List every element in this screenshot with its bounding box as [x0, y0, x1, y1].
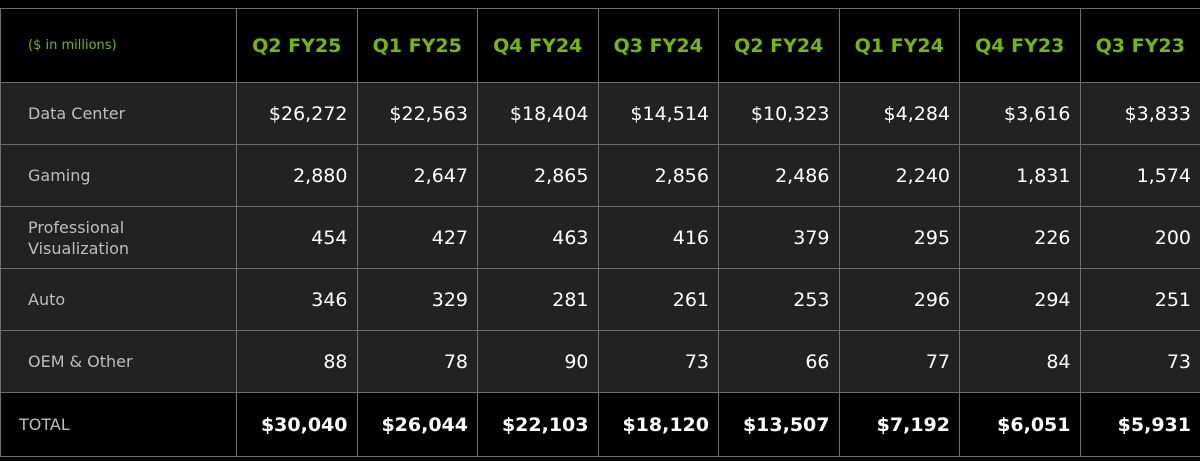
- total-cell: $30,040: [236, 392, 358, 457]
- row-label: Professional Visualization: [0, 206, 237, 269]
- table-cell: 90: [477, 330, 599, 393]
- table-cell: 2,865: [477, 144, 599, 207]
- table-row-professional-visualization: Professional Visualization 454 427 463 4…: [0, 206, 1200, 269]
- table-cell: 88: [236, 330, 358, 393]
- total-cell: $13,507: [718, 392, 840, 457]
- column-header: Q1 FY24: [838, 8, 960, 83]
- column-header: Q4 FY23: [959, 8, 1081, 83]
- table-cell: $18,404: [477, 82, 599, 145]
- table-row-gaming: Gaming 2,880 2,647 2,865 2,856 2,486 2,2…: [0, 144, 1200, 207]
- units-label: ($ in millions): [0, 8, 237, 83]
- total-cell: $6,051: [959, 392, 1081, 457]
- row-label: Gaming: [0, 144, 237, 207]
- table-cell: 251: [1079, 268, 1200, 331]
- table-cell: 2,486: [718, 144, 840, 207]
- table-cell: 329: [356, 268, 478, 331]
- row-label-line: Professional: [28, 217, 125, 237]
- table-cell: 73: [597, 330, 719, 393]
- table-row-total: TOTAL $30,040 $26,044 $22,103 $18,120 $1…: [0, 392, 1200, 457]
- table-cell: 454: [236, 206, 358, 269]
- row-label: Data Center: [0, 82, 237, 145]
- table-cell: $14,514: [597, 82, 719, 145]
- table-cell: $26,272: [236, 82, 358, 145]
- row-label: OEM & Other: [0, 330, 237, 393]
- row-label-line: Visualization: [28, 238, 130, 258]
- table-row-data-center: Data Center $26,272 $22,563 $18,404 $14,…: [0, 82, 1200, 145]
- table-cell: $10,323: [718, 82, 840, 145]
- table-cell: 2,880: [236, 144, 358, 207]
- table-cell: $4,284: [838, 82, 960, 145]
- column-header: Q3 FY23: [1079, 8, 1200, 83]
- table-cell: 379: [718, 206, 840, 269]
- column-header: Q2 FY24: [718, 8, 840, 83]
- table-cell: 281: [477, 268, 599, 331]
- table-row-auto: Auto 346 329 281 261 253 296 294 251: [0, 268, 1200, 331]
- table-cell: 2,647: [356, 144, 478, 207]
- table-row-oem-other: OEM & Other 88 78 90 73 66 77 84 73: [0, 330, 1200, 393]
- table-cell: 416: [597, 206, 719, 269]
- column-header: Q1 FY25: [356, 8, 478, 83]
- total-cell: $7,192: [838, 392, 960, 457]
- column-header: Q4 FY24: [477, 8, 599, 83]
- table-cell: 2,856: [597, 144, 719, 207]
- table-cell: $22,563: [356, 82, 478, 145]
- table-cell: 1,574: [1079, 144, 1200, 207]
- table-cell: 253: [718, 268, 840, 331]
- column-header: Q2 FY25: [236, 8, 358, 83]
- table-cell: 463: [477, 206, 599, 269]
- table-cell: 295: [838, 206, 960, 269]
- table-cell: 78: [356, 330, 478, 393]
- table-cell: 200: [1079, 206, 1200, 269]
- table-cell: 1,831: [959, 144, 1081, 207]
- revenue-by-segment-table: ($ in millions) Q2 FY25 Q1 FY25 Q4 FY24 …: [0, 8, 1200, 457]
- table-cell: 346: [236, 268, 358, 331]
- column-header: Q3 FY24: [597, 8, 719, 83]
- table-cell: 84: [959, 330, 1081, 393]
- total-cell: $18,120: [597, 392, 719, 457]
- row-label: Auto: [0, 268, 237, 331]
- header-row: ($ in millions) Q2 FY25 Q1 FY25 Q4 FY24 …: [0, 8, 1200, 83]
- table-cell: 73: [1079, 330, 1200, 393]
- row-label: TOTAL: [0, 392, 237, 457]
- table-cell: 77: [838, 330, 960, 393]
- revenue-by-segment-table-container: ($ in millions) Q2 FY25 Q1 FY25 Q4 FY24 …: [0, 8, 1200, 461]
- table-cell: 261: [597, 268, 719, 331]
- table-cell: 226: [959, 206, 1081, 269]
- table-cell: 294: [959, 268, 1081, 331]
- table-cell: 2,240: [838, 144, 960, 207]
- table-cell: $3,833: [1079, 82, 1200, 145]
- total-cell: $22,103: [477, 392, 599, 457]
- table-cell: 296: [838, 268, 960, 331]
- table-cell: 66: [718, 330, 840, 393]
- table-cell: 427: [356, 206, 478, 269]
- total-cell: $5,931: [1079, 392, 1200, 457]
- table-cell: $3,616: [959, 82, 1081, 145]
- total-cell: $26,044: [356, 392, 478, 457]
